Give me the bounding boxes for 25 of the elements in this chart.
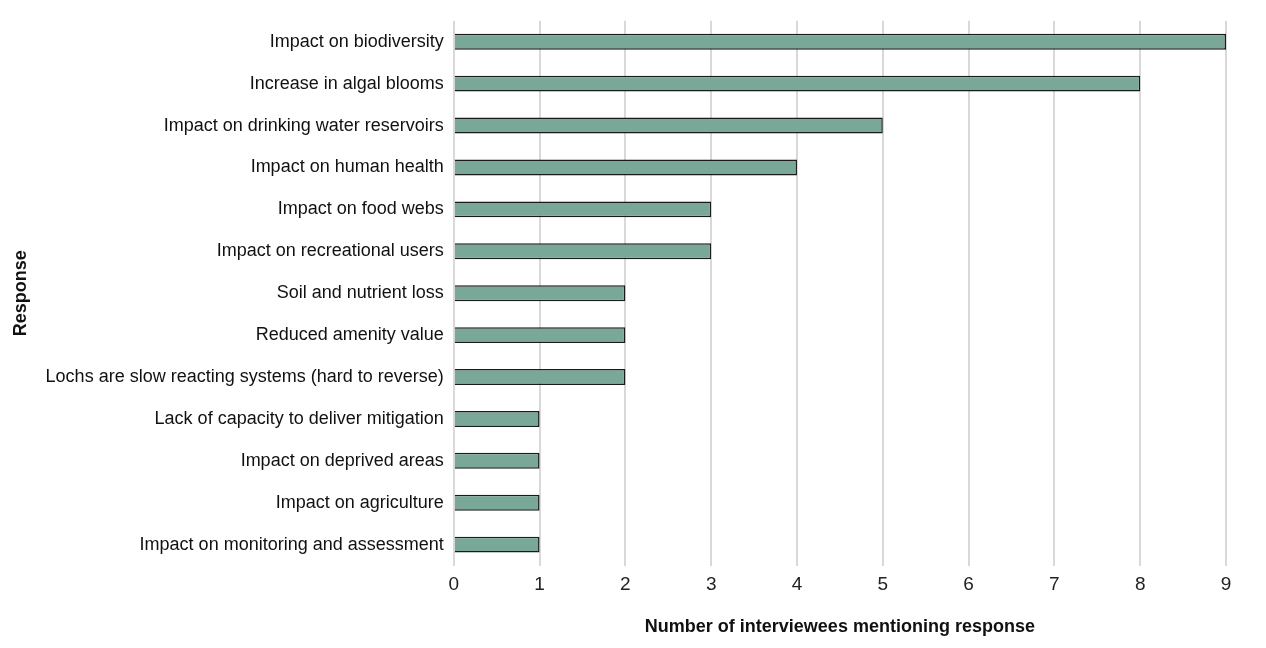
x-tick-label: 7: [1049, 573, 1060, 595]
y-axis-title: Response: [9, 250, 30, 337]
x-tick-label: 9: [1220, 573, 1232, 595]
x-tick-label: 3: [705, 573, 717, 595]
y-tick-label: Impact on biodiversity: [269, 30, 444, 51]
y-tick-label: Soil and nutrient loss: [276, 282, 444, 303]
y-tick-label: Lack of capacity to deliver mitigation: [154, 407, 444, 428]
x-tick-label: 6: [963, 573, 974, 595]
y-tick-label: Impact on human health: [250, 156, 444, 177]
y-tick-label: Impact on deprived areas: [240, 449, 444, 470]
x-tick-label: 2: [620, 573, 631, 595]
y-tick-label: Reduced amenity value: [255, 324, 444, 345]
x-tick-label: 0: [448, 573, 460, 595]
y-tick-label: Impact on monitoring and assessment: [139, 533, 444, 554]
y-tick-label: Lochs are slow reacting systems (hard to reverse): [45, 365, 444, 386]
y-tick-label: Impact on recreational users: [216, 240, 444, 261]
x-tick-label: 8: [1134, 573, 1146, 595]
y-tick-label: Impact on food webs: [277, 198, 444, 219]
y-tick-label: Impact on drinking water reservoirs: [163, 114, 444, 135]
x-tick-label: 4: [791, 573, 803, 595]
x-axis-title: Number of interviewees mentioning response: [644, 616, 1035, 637]
x-tick-label: 1: [534, 573, 545, 595]
y-tick-label: Increase in algal blooms: [249, 72, 444, 93]
y-tick-label: Impact on agriculture: [275, 491, 444, 512]
x-tick-label: 5: [877, 573, 889, 595]
